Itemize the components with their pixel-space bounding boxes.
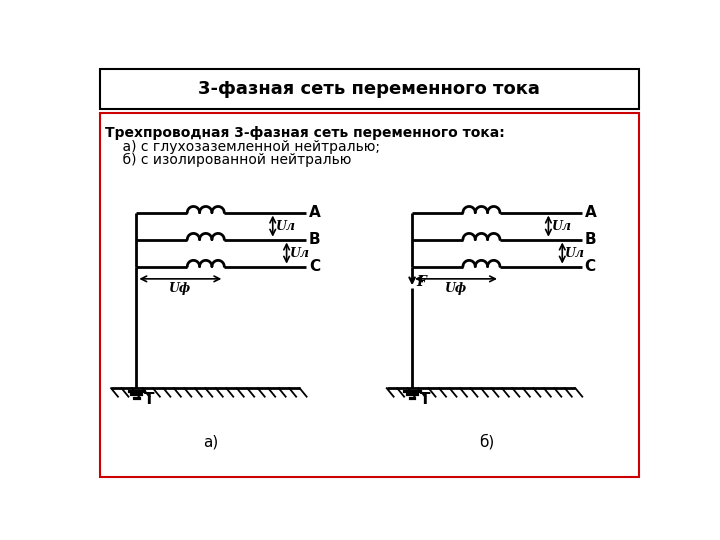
Text: В: В bbox=[585, 232, 596, 247]
Text: F: F bbox=[416, 275, 426, 289]
Text: Т: Т bbox=[420, 392, 431, 407]
Text: С: С bbox=[585, 259, 595, 274]
Text: В: В bbox=[309, 232, 320, 247]
Text: Трехпроводная 3-фазная сеть переменного тока:: Трехпроводная 3-фазная сеть переменного … bbox=[105, 126, 505, 140]
Text: А: А bbox=[309, 205, 320, 220]
Bar bbox=[99, 69, 639, 109]
Text: б): б) bbox=[480, 434, 495, 450]
Text: 3-фазная сеть переменного тока: 3-фазная сеть переменного тока bbox=[198, 80, 540, 98]
Text: б) с изолированной нейтралью: б) с изолированной нейтралью bbox=[105, 153, 351, 167]
Text: Uл: Uл bbox=[289, 247, 310, 260]
Text: С: С bbox=[309, 259, 320, 274]
Text: Uл: Uл bbox=[276, 220, 296, 233]
Text: Т: Т bbox=[144, 392, 155, 407]
Text: Uф: Uф bbox=[169, 282, 192, 295]
Text: а) с глухозаземленной нейтралью;: а) с глухозаземленной нейтралью; bbox=[105, 140, 380, 154]
Text: Uл: Uл bbox=[565, 247, 585, 260]
Text: Uл: Uл bbox=[552, 220, 572, 233]
Bar bbox=[99, 112, 639, 477]
Text: А: А bbox=[585, 205, 596, 220]
Text: а): а) bbox=[204, 435, 219, 450]
Text: Uф: Uф bbox=[445, 282, 467, 295]
